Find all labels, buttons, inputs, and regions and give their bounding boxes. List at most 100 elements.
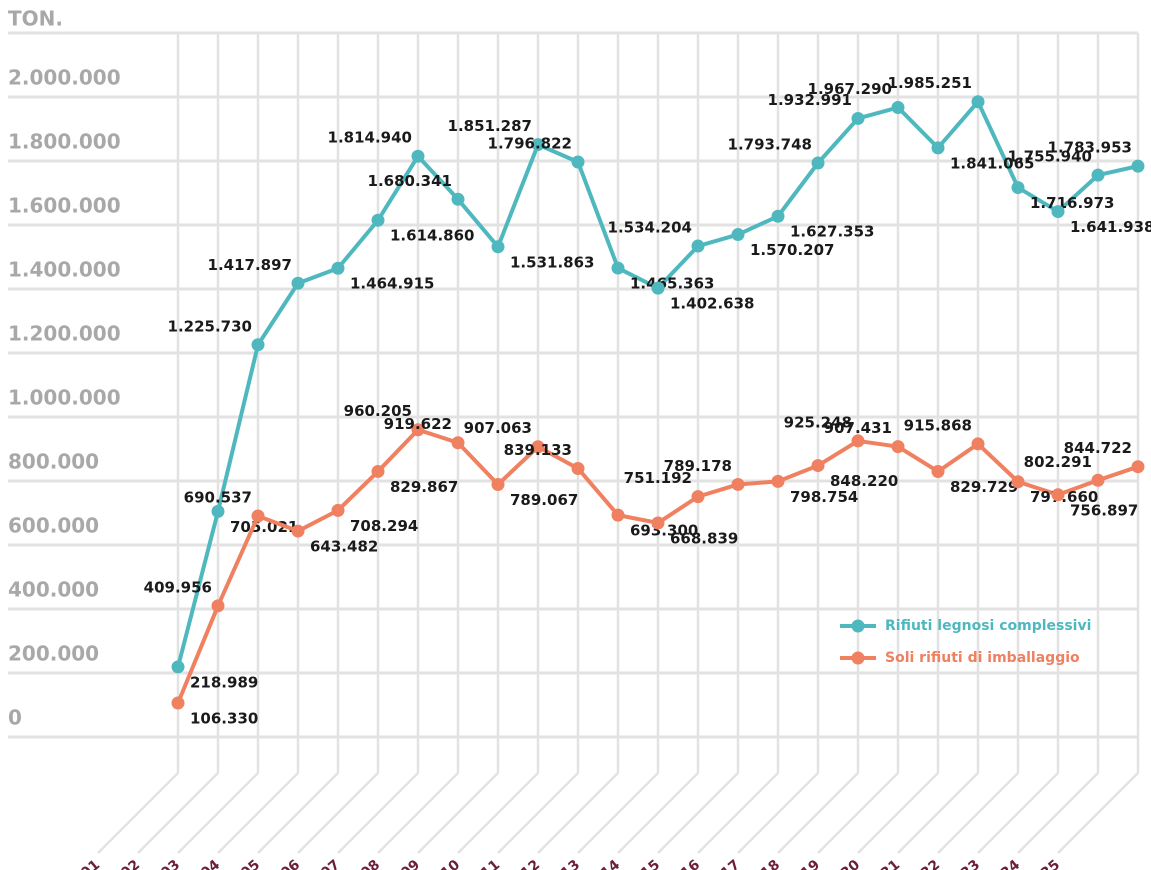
y-tick-label: 800.000 — [8, 450, 99, 474]
value-label: 1.614.860 — [390, 227, 474, 245]
value-label: 1.851.287 — [448, 117, 532, 135]
point — [691, 490, 705, 504]
point — [691, 239, 705, 253]
point — [1051, 205, 1065, 219]
point — [1051, 488, 1065, 502]
diag-line — [337, 772, 419, 854]
legend-label: Soli rifiuti di imballaggio — [885, 650, 1080, 666]
legend-dot — [851, 651, 865, 665]
point — [171, 660, 185, 674]
diag-line — [1057, 772, 1139, 854]
x-tick-label: 2019 — [783, 857, 823, 870]
x-tick-label: 2024 — [983, 857, 1023, 870]
diag-line — [457, 772, 539, 854]
point — [731, 477, 745, 491]
value-label: 960.205 — [344, 402, 412, 420]
diag-line — [217, 772, 299, 854]
value-label: 797.660 — [1030, 488, 1098, 506]
point — [371, 213, 385, 227]
x-tick-label: 2025 — [1023, 857, 1063, 870]
diag-line — [297, 772, 379, 854]
point — [411, 423, 425, 437]
value-label: 751.192 — [624, 469, 692, 487]
value-label: 915.868 — [904, 416, 972, 434]
point — [211, 504, 225, 518]
value-label: 1.814.940 — [328, 129, 412, 147]
point — [651, 516, 665, 530]
point — [851, 111, 865, 125]
x-tick-label: 2021 — [863, 857, 903, 870]
x-tick-label: 2005 — [223, 857, 263, 870]
value-label: 1.793.748 — [728, 136, 812, 154]
point — [491, 240, 505, 254]
point — [291, 524, 305, 538]
value-label: 1.967.290 — [808, 80, 892, 98]
value-label: 1.641.938 — [1070, 218, 1151, 236]
x-tick-label: 2018 — [743, 857, 783, 870]
diag-line — [537, 772, 619, 854]
diag-line — [737, 772, 819, 854]
value-label: 1.755.940 — [1008, 148, 1092, 166]
point — [811, 459, 825, 473]
x-tick-label: 2015 — [623, 857, 663, 870]
diag-line — [377, 772, 459, 854]
value-label: 668.839 — [670, 529, 738, 547]
point — [931, 464, 945, 478]
point — [251, 509, 265, 523]
x-tick-label: 2022 — [903, 857, 943, 870]
point — [651, 281, 665, 295]
value-label: 848.220 — [830, 472, 898, 490]
y-axis-label: TON. — [8, 7, 63, 31]
y-tick-label: 0 — [8, 706, 22, 730]
value-label: 1.417.897 — [208, 256, 292, 274]
point — [611, 508, 625, 522]
x-tick-label: 2009 — [383, 857, 423, 870]
value-label: 106.330 — [190, 709, 258, 727]
x-tick-label: 2004 — [183, 857, 223, 870]
x-tick-label: 2023 — [943, 857, 983, 870]
diag-line — [857, 772, 939, 854]
point — [611, 261, 625, 275]
point — [1131, 460, 1145, 474]
x-tick-label: 2008 — [343, 857, 383, 870]
point — [571, 155, 585, 169]
value-label: 643.482 — [310, 538, 378, 556]
point — [331, 503, 345, 517]
point — [451, 436, 465, 450]
diag-line — [817, 772, 899, 854]
diag-line — [937, 772, 1019, 854]
point — [1091, 473, 1105, 487]
value-label: 1.716.973 — [1030, 194, 1114, 212]
y-tick-label: 400.000 — [8, 578, 99, 602]
point — [891, 440, 905, 454]
point — [771, 209, 785, 223]
value-label: 829.729 — [950, 478, 1018, 496]
point — [491, 477, 505, 491]
value-label: 1.796.822 — [488, 135, 572, 153]
value-label: 907.063 — [464, 419, 532, 437]
point — [1131, 159, 1145, 173]
diag-line — [977, 772, 1059, 854]
value-label: 1.570.207 — [750, 241, 834, 259]
x-tick-label: 2014 — [583, 857, 623, 870]
value-label: 1.402.638 — [670, 295, 754, 313]
value-label: 1.534.204 — [608, 219, 692, 237]
value-label: 925.248 — [784, 413, 852, 431]
value-label: 705.021 — [230, 518, 298, 536]
value-label: 1.985.251 — [888, 74, 972, 92]
x-tick-label: 2013 — [543, 857, 583, 870]
y-tick-label: 1.800.000 — [8, 130, 121, 154]
diag-line — [777, 772, 859, 854]
value-label: 789.178 — [664, 457, 732, 475]
point — [731, 228, 745, 242]
value-label: 839.133 — [504, 441, 572, 459]
value-label: 756.897 — [1070, 501, 1138, 519]
x-tick-label: 2010 — [423, 857, 463, 870]
diag-line — [697, 772, 779, 854]
diag-line — [97, 772, 179, 854]
x-tick-label: 2016 — [663, 857, 703, 870]
y-tick-label: 1.600.000 — [8, 194, 121, 218]
point — [411, 149, 425, 163]
y-tick-label: 1.000.000 — [8, 386, 121, 410]
diag-line — [577, 772, 659, 854]
